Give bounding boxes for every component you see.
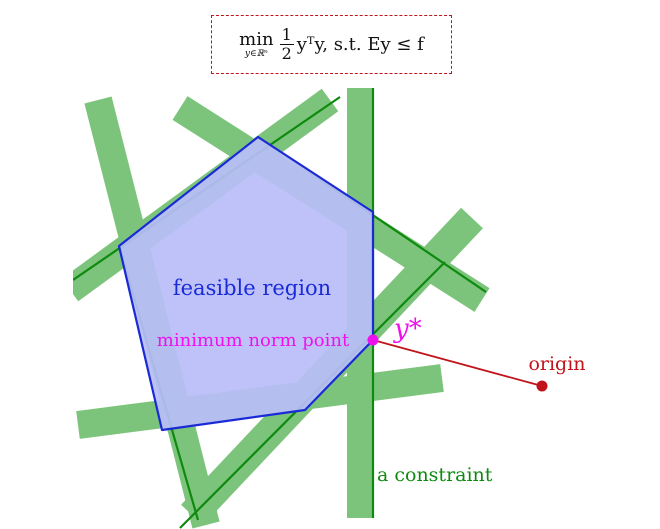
fraction-denominator: 2 xyxy=(281,44,292,63)
one-half-fraction: 1 2 xyxy=(279,25,294,63)
origin-segment xyxy=(372,339,543,387)
y-star-label: y* xyxy=(393,314,422,344)
min-word: min xyxy=(239,28,274,50)
formula-expression: yᵀy, s.t. Ey ≤ f xyxy=(296,34,424,55)
minimum-norm-point-label: minimum norm point xyxy=(157,330,350,351)
minimum-norm-point-dot xyxy=(367,334,379,346)
constraint-label: a constraint xyxy=(377,464,493,486)
min-subscript: y∈ℝⁿ xyxy=(244,48,268,59)
min-operator: min y∈ℝⁿ xyxy=(239,28,274,59)
fraction-numerator: 1 xyxy=(279,25,294,45)
feasible-region-label: feasible region xyxy=(173,276,331,300)
formula-box: min y∈ℝⁿ 1 2 yᵀy, s.t. Ey ≤ f xyxy=(211,15,452,74)
origin-label: origin xyxy=(528,353,585,375)
origin-dot xyxy=(536,380,548,392)
feasible-region-polygon xyxy=(117,135,375,432)
